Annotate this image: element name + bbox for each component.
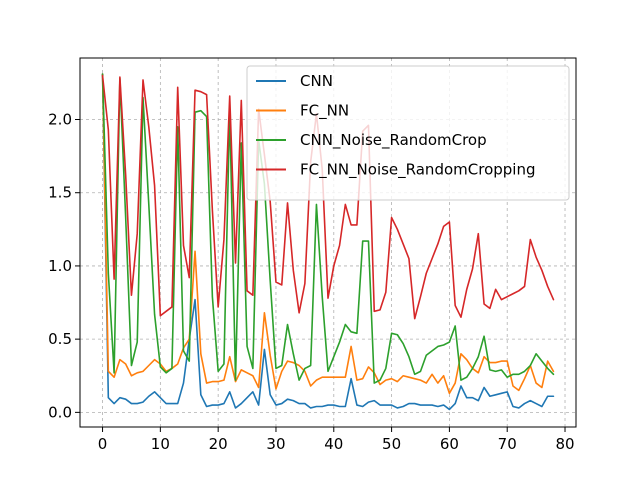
legend: CNN FC_NN CNN_Noise_RandomCrop FC_NN_Noise_… [246, 65, 570, 201]
series-line-cnn-noise-randomcrop [101, 73, 555, 384]
y-tick-label: 0.0 [48, 403, 72, 421]
y-tick-label: 1.0 [48, 257, 72, 275]
legend-label: FC_NN [300, 102, 349, 121]
plot-frame [79, 57, 577, 428]
series-line-fc-nn [101, 73, 555, 395]
y-tick-label: 2.0 [48, 111, 72, 129]
series-line-fc-nn-noise-randomcropping [101, 74, 555, 320]
x-tick-label: 70 [498, 435, 517, 453]
x-tick-label: 10 [151, 435, 170, 453]
x-tick-label: 40 [324, 435, 343, 453]
series-line-cnn [101, 73, 555, 411]
x-tick-label: 50 [382, 435, 401, 453]
y-tick-label: 0.5 [48, 330, 72, 348]
x-axis: 0 10 20 30 40 50 60 70 80 [98, 427, 575, 453]
legend-box [246, 65, 570, 201]
legend-label: CNN_Noise_RandomCrop [300, 131, 487, 150]
x-tick-label: 20 [209, 435, 228, 453]
y-axis: 0.0 0.5 1.0 1.5 2.0 [48, 111, 80, 421]
x-tick-label: 30 [266, 435, 285, 453]
legend-label: FC_NN_Noise_RandomCropping [300, 161, 535, 180]
x-tick-label: 0 [98, 435, 108, 453]
series-layer [101, 73, 555, 411]
y-tick-label: 1.5 [48, 184, 72, 202]
x-tick-label: 60 [440, 435, 459, 453]
legend-label: CNN [300, 72, 333, 90]
x-tick-label: 80 [555, 435, 574, 453]
